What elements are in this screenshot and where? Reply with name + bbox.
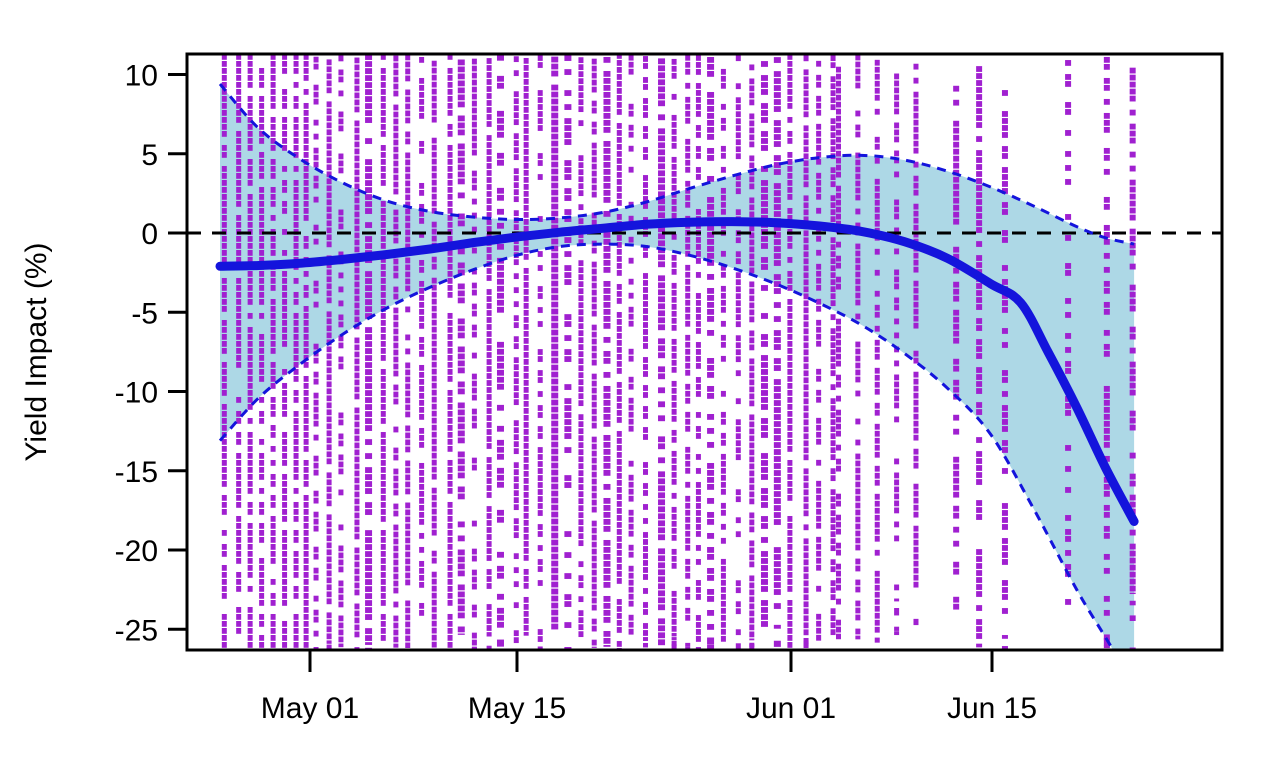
x-axis-ticks: May 01 May 15 Jun 01 Jun 15 (261, 650, 1037, 725)
y-tick-label: 5 (141, 139, 158, 172)
y-tick-label: -25 (115, 614, 158, 647)
y-axis-ticks: 10 5 0 -5 -10 -15 -20 -25 (115, 60, 187, 647)
y-tick-label: 0 (141, 218, 158, 251)
y-tick-label: -20 (115, 535, 158, 568)
x-tick-label: May 15 (468, 692, 566, 725)
y-tick-label: -10 (115, 377, 158, 410)
y-tick-label: 10 (125, 60, 158, 93)
y-tick-label: -15 (115, 456, 158, 489)
y-tick-label: -5 (131, 297, 158, 330)
x-tick-label: May 01 (261, 692, 359, 725)
x-tick-label: Jun 15 (947, 692, 1037, 725)
x-tick-label: Jun 01 (746, 692, 836, 725)
confidence-band-edges (218, 83, 1135, 650)
y-axis-title: Yield Impact (%) (20, 243, 53, 462)
fit-line (215, 217, 1139, 526)
plot-box (185, 52, 1224, 652)
